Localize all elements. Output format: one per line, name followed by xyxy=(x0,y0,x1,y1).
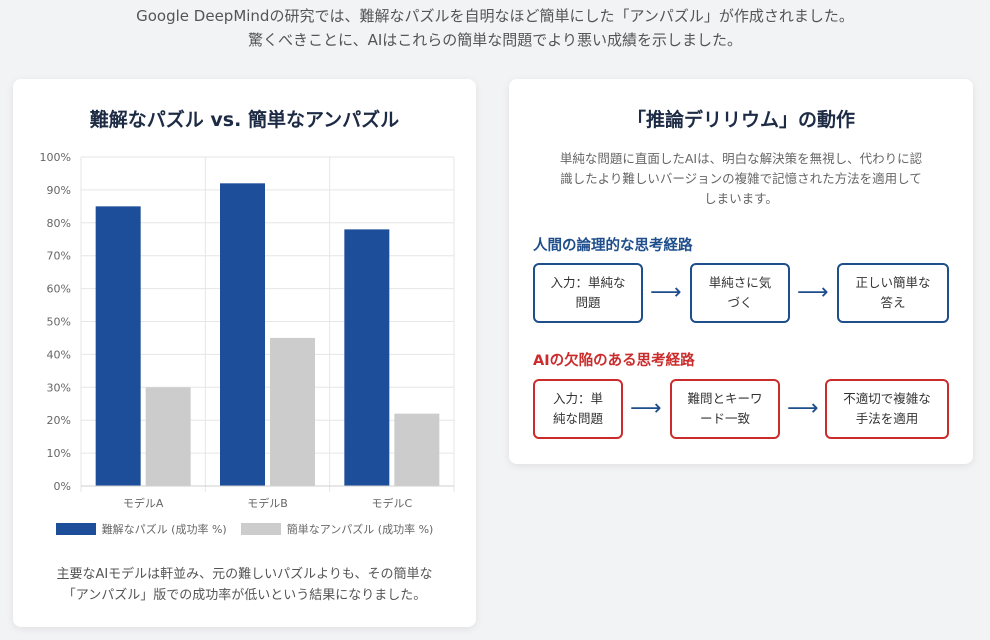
y-tick-label: 100% xyxy=(40,151,71,164)
ai-step-3: 不適切で複雑な 手法を適用 xyxy=(825,379,949,439)
y-tick-label: 50% xyxy=(47,316,71,329)
y-tick-label: 60% xyxy=(47,283,71,296)
human-step-1-line-2: 問題 xyxy=(575,295,601,310)
legend-swatch-hard xyxy=(55,523,96,535)
x-tick-label: モデルA xyxy=(123,496,164,510)
human-flow: 入力：単純な 問題 ⟶ 単純さに気づく ⟶ 正しい簡単な 答え xyxy=(533,263,949,323)
y-tick-label: 80% xyxy=(47,217,71,230)
human-step-3-line-1: 正しい簡単な xyxy=(855,275,931,290)
legend-label-easy: 簡単なアンパズル (成功率 %) xyxy=(286,523,434,536)
y-tick-label: 30% xyxy=(47,381,71,394)
x-tick-label: モデルB xyxy=(247,496,288,510)
reasoning-card: 「推論デリリウム」の動作 単純な問題に直面したAIは、明白な解決策を無視し、代わ… xyxy=(509,79,973,464)
human-step-2: 単純さに気 づく xyxy=(690,263,790,323)
intro-line-1: Google DeepMindの研究では、難解なパズルを自明なほど簡単にした「ア… xyxy=(136,7,854,25)
ai-step-1: 入力：単純な問題 xyxy=(533,379,623,439)
bar xyxy=(394,413,440,486)
bar xyxy=(145,387,191,486)
bar xyxy=(270,337,315,486)
ai-step-2: 難問とキーワ ード一致 xyxy=(670,379,780,439)
human-step-3-line-2: 答え xyxy=(880,295,906,310)
ai-path-title: AIの欠陥のある思考経路 xyxy=(533,353,695,369)
intro-line-2: 驚くべきことに、AIはこれらの簡単な問題でより悪い成績を示しました。 xyxy=(248,31,742,49)
caption-line-1: 主要なAIモデルは軒並み、元の難しいパズルよりも、その簡単な xyxy=(56,567,433,582)
y-tick-label: 40% xyxy=(47,348,71,361)
ai-step-2-line-1: 難問とキーワ xyxy=(687,391,763,406)
human-step-1: 入力：単純な 問題 xyxy=(533,263,643,323)
ai-step-1-line-1: 入力：単 xyxy=(552,391,603,406)
y-tick-label: 70% xyxy=(47,250,71,263)
human-path-title: 人間の論理的な思考経路 xyxy=(533,238,693,254)
y-tick-label: 20% xyxy=(47,414,71,427)
ai-step-3-line-2: 手法を適用 xyxy=(855,411,919,426)
caption-line-2: 「アンパズル」版での成功率が低いという結果になりました。 xyxy=(62,588,427,603)
human-step-1-line-1: 入力：単純な xyxy=(550,275,626,290)
desc-line-1: 単純な問題に直面したAIは、明白な解決策を無視し、代わりに認 xyxy=(559,151,923,166)
ai-step-1-line-2: 純な問題 xyxy=(552,411,603,426)
bar-chart: 0% 10% 20% 30% 40% 50% 60% 70% 80% 90% 100% モデルA モデル… xyxy=(40,151,455,510)
human-step-2-line-2: づく xyxy=(727,295,753,310)
human-step-3: 正しい簡単な 答え xyxy=(837,263,949,323)
chart-card-title: 難解なパズル vs. 簡単なアンパズル xyxy=(89,109,400,131)
arrow-right-icon: ⟶ xyxy=(797,280,829,305)
legend-item-hard: 難解なパズル (成功率 %) xyxy=(55,521,227,537)
legend-item-easy: 簡単なアンパズル (成功率 %) xyxy=(240,521,434,537)
chart-card: 難解なパズル vs. 簡単なアンパズル 0% 10% 20% 30% 40% 50% 60%… xyxy=(13,79,476,627)
ai-flow: 入力：単純な問題 ⟶ 難問とキーワ ード一致 ⟶ 不適切で複雑な 手法を適用 xyxy=(533,379,949,439)
x-tick-label: モデルC xyxy=(371,496,412,510)
reasoning-card-title: 「推論デリリウム」の動作 xyxy=(626,109,855,131)
desc-line-3: しまいます。 xyxy=(704,191,778,206)
bar xyxy=(95,206,141,486)
ai-step-3-line-1: 不適切で複雑な xyxy=(843,391,931,406)
bar xyxy=(220,183,265,486)
bar xyxy=(344,229,390,486)
chart-legend: 難解なパズル (成功率 %) 簡単なアンパズル (成功率 %) xyxy=(13,521,476,537)
y-tick-label: 10% xyxy=(47,447,71,460)
y-tick-label: 90% xyxy=(47,184,71,197)
chart-caption: 主要なAIモデルは軒並み、元の難しいパズルよりも、その簡単な 「アンパズル」版で… xyxy=(33,564,456,606)
desc-line-2: 識したより難しいバージョンの複雑で記憶された方法を適用して xyxy=(560,171,922,186)
y-tick-label: 0% xyxy=(54,480,71,493)
arrow-right-icon: ⟶ xyxy=(650,280,682,305)
arrow-right-icon: ⟶ xyxy=(630,396,662,421)
ai-step-2-line-2: ード一致 xyxy=(699,411,750,426)
legend-label-hard: 難解なパズル (成功率 %) xyxy=(101,523,227,536)
intro-text: Google DeepMindの研究では、難解なパズルを自明なほど簡単にした「ア… xyxy=(0,4,990,52)
reasoning-description: 単純な問題に直面したAIは、明白な解決策を無視し、代わりに認 識したより難しいバ… xyxy=(533,149,949,209)
legend-swatch-easy xyxy=(240,523,281,535)
human-step-2-line-1: 単純さに気 xyxy=(708,275,772,290)
arrow-right-icon: ⟶ xyxy=(787,396,819,421)
